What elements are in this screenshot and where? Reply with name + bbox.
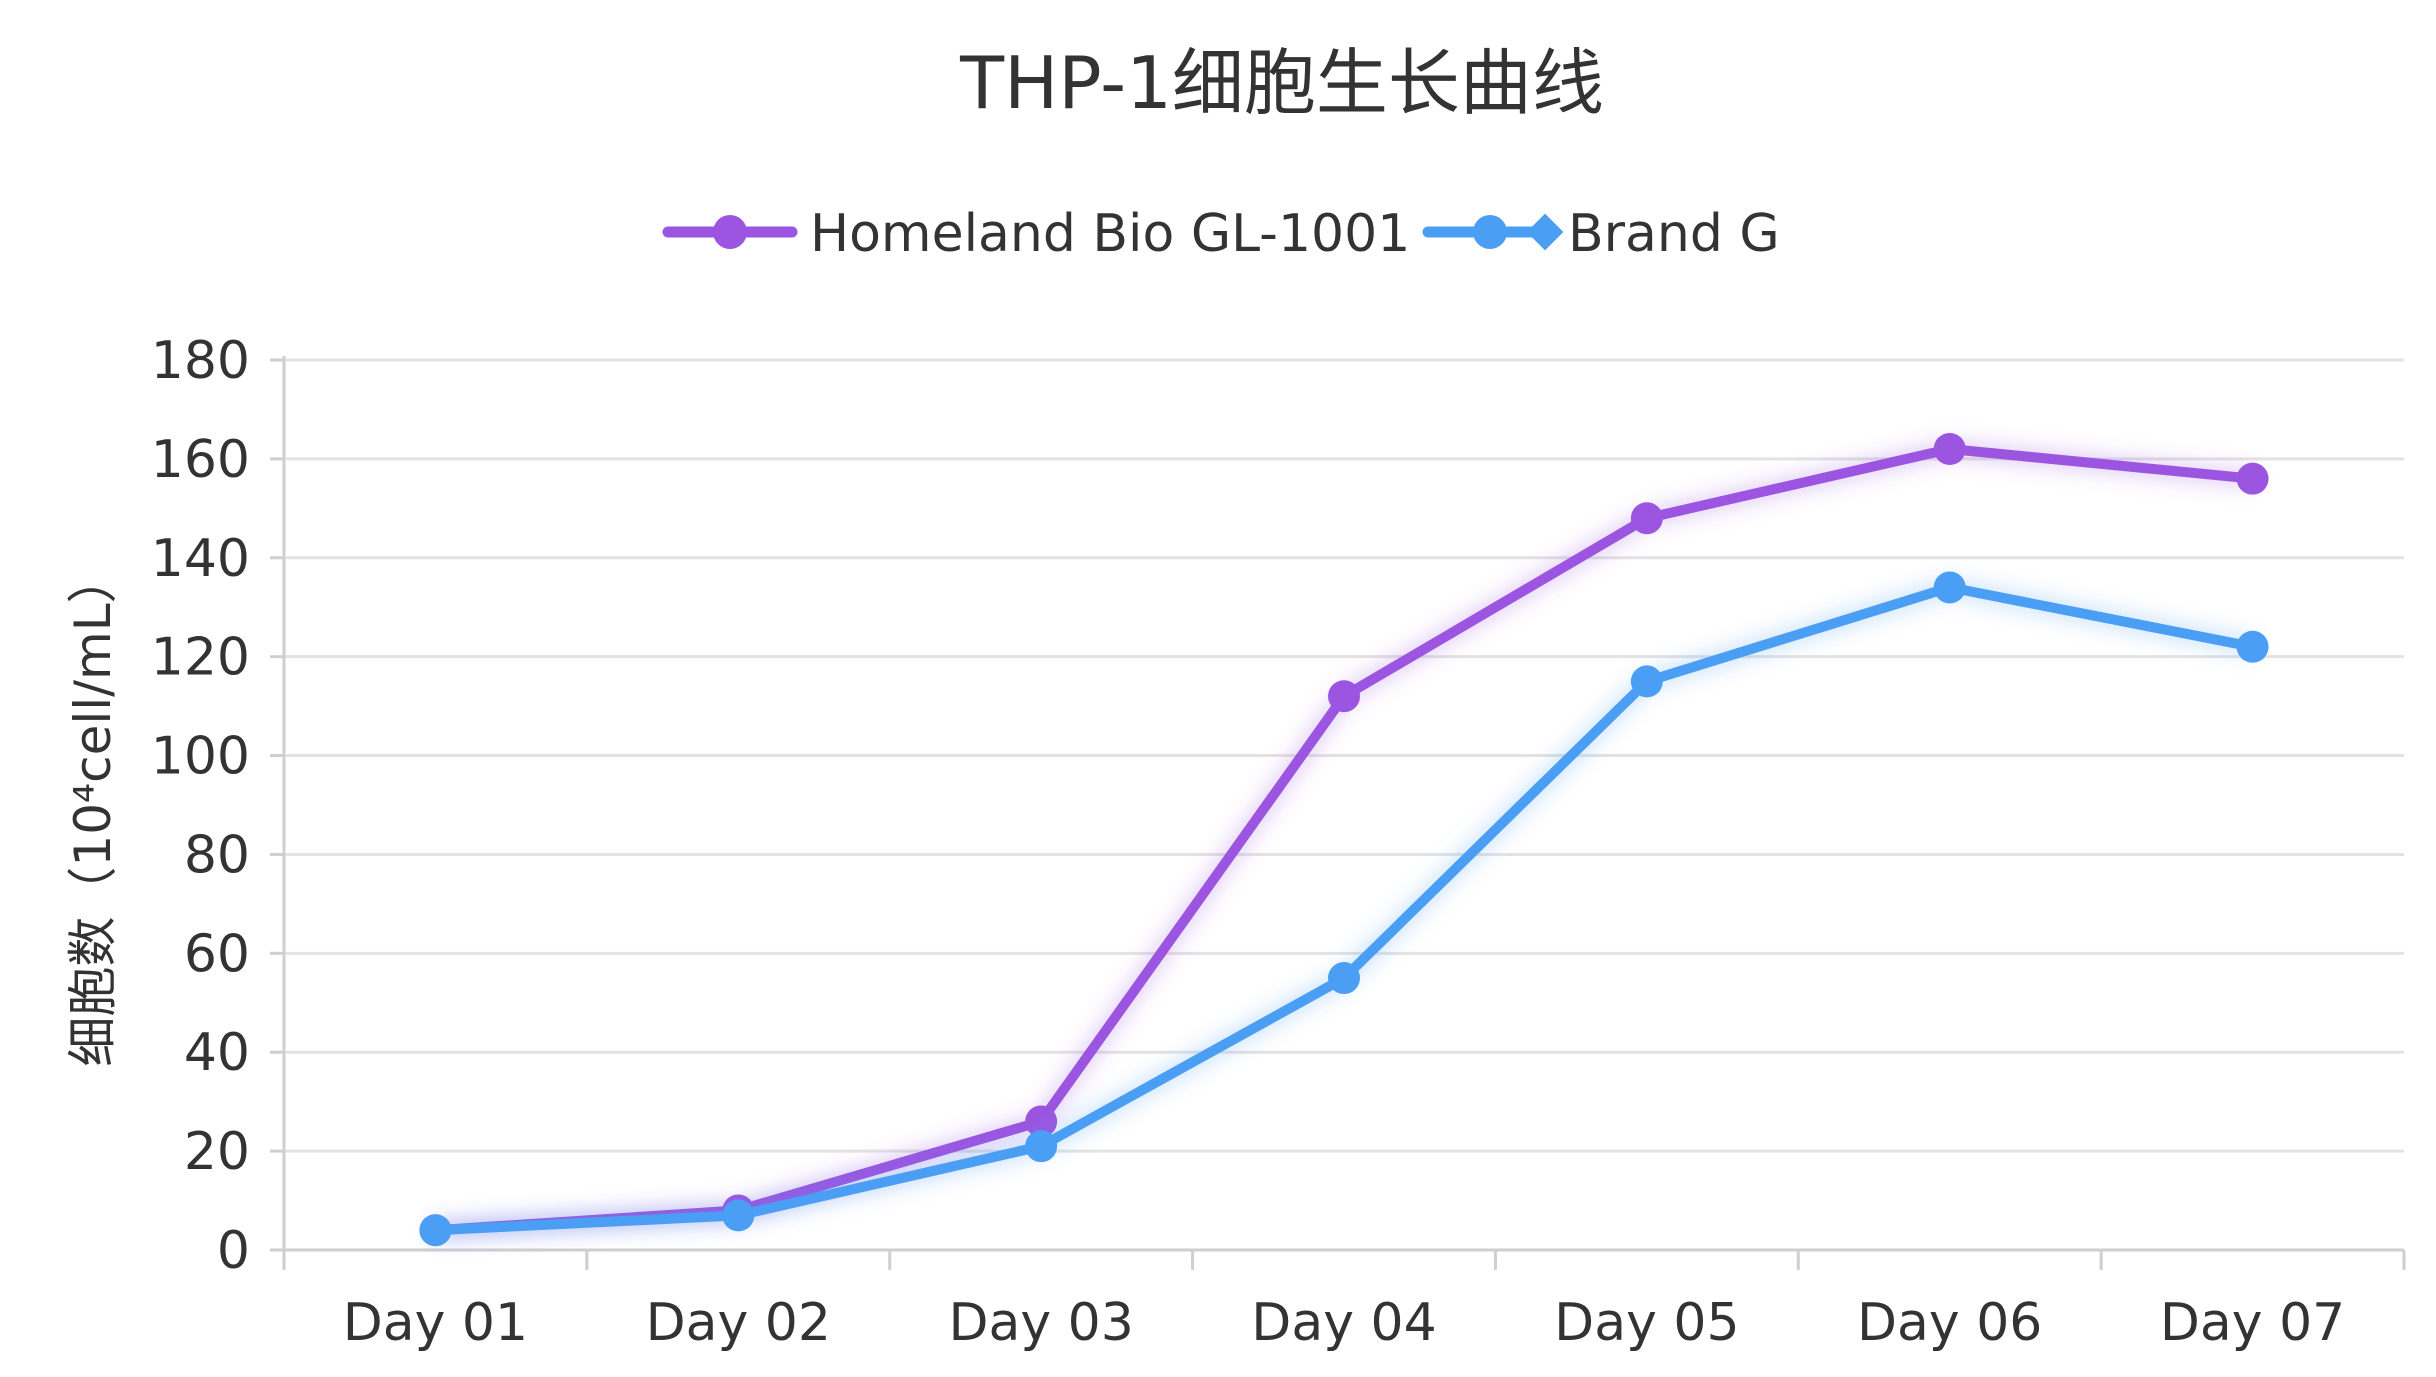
data-point[interactable] — [1025, 1130, 1058, 1163]
legend-marker — [1473, 215, 1507, 249]
data-point[interactable] — [1328, 962, 1360, 995]
data-point[interactable] — [2236, 630, 2269, 663]
legend-label: Brand G — [1568, 204, 1780, 264]
y-tick-label: 140 — [151, 529, 250, 589]
axes: 0 20 40 60 80 100 120 140 160 180 Day 01 Day 02 Day … — [151, 331, 2406, 1353]
series-2 — [419, 571, 2269, 1247]
x-tick-label: Day 02 — [646, 1293, 831, 1353]
y-tick-label: 160 — [151, 430, 250, 490]
legend: Homeland Bio GL-1001 Brand G — [662, 204, 1780, 264]
y-tick-label: 40 — [184, 1023, 250, 1083]
legend-item-1[interactable]: Homeland Bio GL-1001 — [662, 204, 1410, 264]
data-point[interactable] — [1328, 680, 1360, 713]
grid-lines — [284, 358, 2404, 1153]
series-line — [430, 444, 2258, 1236]
legend-label: Homeland Bio GL-1001 — [810, 204, 1410, 264]
chart-title: THP-1细胞生长曲线 — [959, 41, 1604, 125]
data-point[interactable] — [1025, 1105, 1058, 1138]
y-tick-label: 180 — [151, 331, 250, 391]
data-point[interactable] — [419, 1214, 452, 1247]
series-1 — [419, 433, 2269, 1247]
y-tick-label: 100 — [151, 727, 250, 787]
data-point[interactable] — [1630, 502, 1663, 535]
x-tick-label: Day 07 — [2160, 1293, 2345, 1353]
data-point[interactable] — [1933, 433, 1966, 465]
data-point[interactable] — [2236, 462, 2269, 495]
legend-marker — [713, 215, 747, 249]
x-tick-label: Day 06 — [1857, 1293, 2042, 1353]
y-axis-label: 细胞数（10⁴cell/mL） — [64, 553, 122, 1066]
series-layer — [419, 433, 2269, 1247]
legend-diamond-marker — [1526, 213, 1564, 251]
x-tick-label: Day 01 — [343, 1293, 528, 1353]
legend-item-2[interactable]: Brand G — [1422, 204, 1780, 264]
x-tick-label: Day 04 — [1251, 1293, 1436, 1353]
data-point[interactable] — [722, 1199, 755, 1232]
y-tick-label: 20 — [184, 1122, 250, 1182]
series-line-glow — [434, 441, 2254, 1238]
x-tick-label: Day 03 — [948, 1293, 1133, 1353]
data-point[interactable] — [1630, 665, 1663, 698]
y-tick-label: 120 — [151, 628, 250, 688]
x-tick-label: Day 05 — [1554, 1293, 1739, 1353]
y-tick-label: 60 — [184, 924, 250, 984]
y-tick-label: 0 — [217, 1221, 250, 1281]
y-tick-label: 80 — [184, 825, 250, 885]
data-point[interactable] — [1933, 571, 1966, 604]
